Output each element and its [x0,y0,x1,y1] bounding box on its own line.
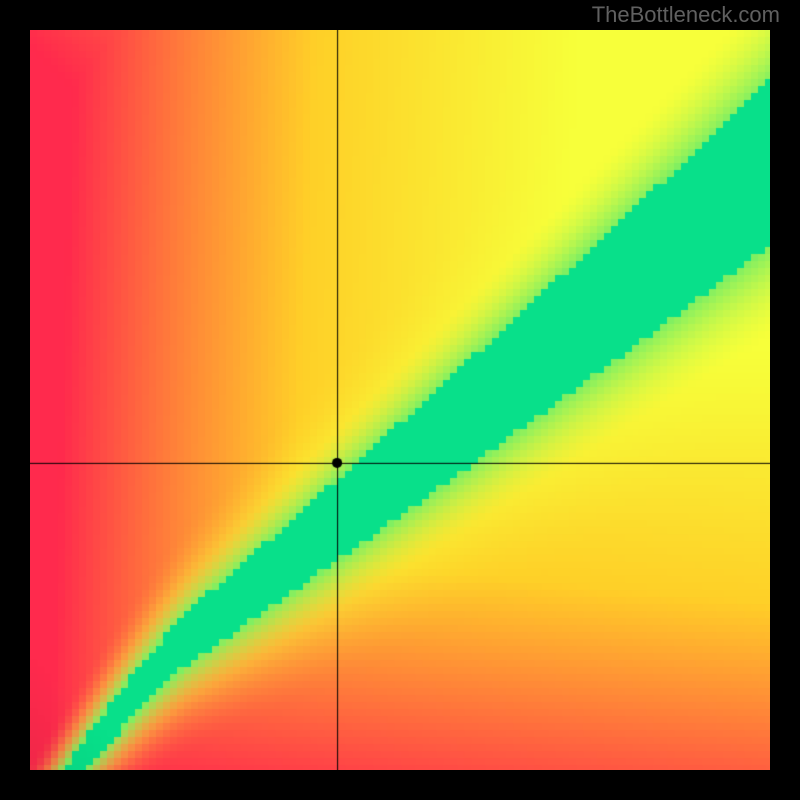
watermark-text: TheBottleneck.com [592,2,780,28]
heatmap-canvas [30,30,770,770]
chart-container: TheBottleneck.com [0,0,800,800]
heatmap-plot [30,30,770,770]
